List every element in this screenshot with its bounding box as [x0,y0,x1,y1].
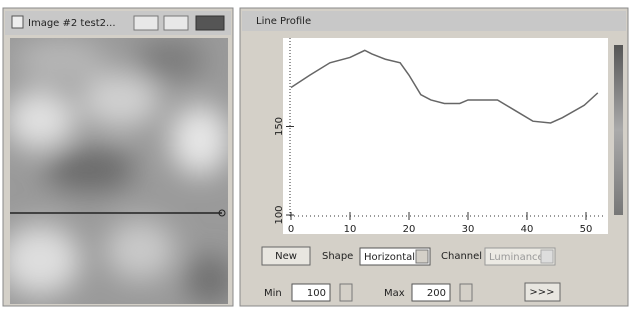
shape-label: Shape [322,251,353,262]
screen: Image #2 test2... Line Profile [0,0,634,309]
x-tick-label: 10 [344,224,357,235]
min-spinner[interactable] [340,284,352,301]
new-button-label: New [275,251,297,262]
x-tick-label: 20 [403,224,416,235]
window-icon [12,16,23,28]
x-tick-label: 50 [580,224,593,235]
more-button-label: >>> [529,287,554,298]
window-title: Line Profile [256,16,311,27]
max-label: Max [384,288,405,299]
minimize-button[interactable] [134,16,158,30]
color-ramp [614,45,623,215]
shape-value: Horizontal [364,252,415,263]
max-value: 200 [427,288,446,299]
x-tick-label: 0 [288,224,294,235]
channel-value: Luminance [489,252,544,263]
x-tick-label: 30 [462,224,475,235]
channel-label: Channel [441,251,482,262]
window-title: Image #2 test2... [28,18,116,29]
y-tick-label: 100 [274,205,285,224]
y-tick-label: 150 [274,117,285,136]
close-button[interactable] [196,16,224,30]
x-tick-label: 40 [521,224,534,235]
min-label: Min [264,288,282,299]
dropdown-arrow[interactable] [416,250,428,263]
plot-area [283,38,608,234]
page: Image #2 test2... Line Profile [0,0,634,313]
dropdown-arrow[interactable] [541,250,553,263]
image [0,38,235,305]
image-window: Image #2 test2... [0,8,235,306]
min-value: 100 [307,288,326,299]
profile-window: Line Profile 0 10 20 30 40 50 100 150 New Shape… [240,8,628,306]
max-spinner[interactable] [460,284,472,301]
maximize-button[interactable] [164,16,188,30]
